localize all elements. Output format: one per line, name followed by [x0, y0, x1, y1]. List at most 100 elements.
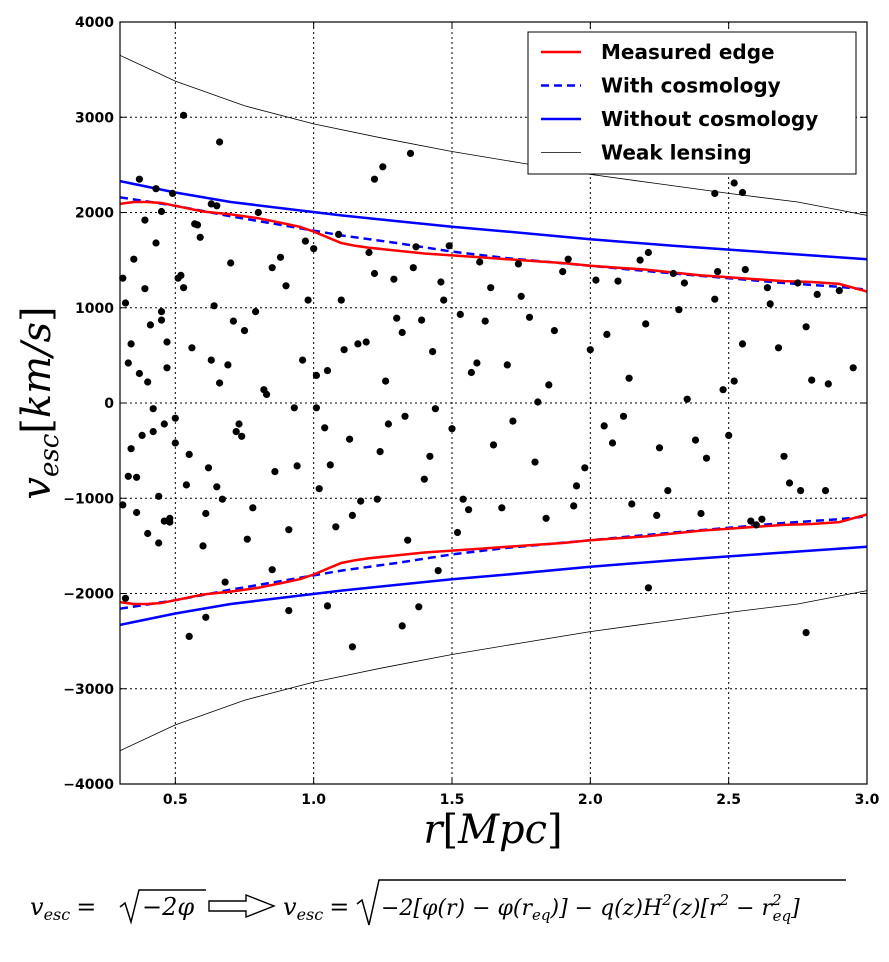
- legend-label-measured-edge: Measured edge: [601, 40, 775, 64]
- measured-edge-upper-line: [119, 200, 868, 293]
- data-point: [406, 149, 415, 157]
- data-point: [293, 462, 301, 470]
- sqrt-sign-left: [119, 889, 206, 925]
- data-point: [550, 327, 559, 335]
- data-point: [216, 379, 224, 387]
- data-point: [603, 330, 611, 338]
- data-point: [711, 295, 719, 303]
- data-point: [600, 422, 608, 430]
- data-point: [323, 602, 332, 610]
- data-point: [644, 584, 653, 592]
- data-point: [669, 269, 677, 278]
- data-point: [119, 274, 127, 282]
- data-point: [813, 290, 821, 298]
- data-point: [628, 500, 636, 508]
- data-point: [160, 517, 168, 525]
- without-cosmology-upper-line: [119, 179, 868, 261]
- data-point: [144, 529, 152, 538]
- x-tick-label: 2.0: [578, 792, 603, 808]
- data-point: [169, 189, 177, 197]
- data-point: [376, 448, 384, 456]
- data-point: [227, 259, 235, 267]
- data-point: [517, 292, 525, 300]
- data-point: [166, 514, 174, 522]
- data-point: [370, 269, 379, 278]
- data-point: [780, 452, 788, 460]
- data-point: [752, 521, 760, 529]
- with-cosmology-lower-line: [119, 515, 868, 610]
- data-point: [199, 542, 207, 550]
- data-point: [210, 302, 218, 310]
- data-point: [260, 386, 268, 394]
- data-point: [418, 316, 426, 324]
- data-point: [619, 412, 628, 420]
- data-point: [459, 495, 467, 503]
- data-point: [133, 473, 141, 481]
- y-tick-label: −2000: [63, 587, 114, 603]
- y-axis-ticks: 4000 3000 2000 1000 0 −1000 −2000 −3000 −4000: [63, 15, 867, 793]
- data-point: [398, 622, 406, 630]
- data-point: [196, 233, 204, 241]
- x-label-unit: Mpc: [457, 807, 547, 853]
- data-point: [440, 296, 448, 304]
- data-point: [124, 472, 132, 480]
- data-point: [337, 296, 345, 304]
- data-point: [824, 380, 832, 388]
- data-point: [714, 268, 722, 276]
- data-point: [127, 445, 135, 453]
- y-label-main: v: [14, 477, 60, 500]
- data-point: [304, 296, 312, 304]
- data-point: [155, 492, 163, 500]
- data-point: [357, 497, 365, 505]
- data-point: [835, 287, 843, 295]
- data-point: [326, 461, 334, 469]
- data-point: [202, 509, 210, 518]
- data-point: [758, 515, 766, 523]
- y-axis-label: vesc[km/s]: [14, 306, 65, 499]
- data-point: [204, 464, 213, 472]
- data-point: [644, 248, 653, 257]
- data-point: [531, 458, 539, 466]
- data-point: [542, 514, 550, 522]
- data-point: [379, 163, 387, 171]
- x-tick-label: 1.5: [440, 792, 465, 808]
- x-label-main: r: [423, 807, 445, 853]
- data-point: [141, 216, 149, 224]
- data-point: [664, 487, 672, 495]
- data-point: [625, 374, 633, 382]
- scatter-points: [119, 111, 857, 651]
- data-point: [725, 431, 733, 439]
- legend-label-with-cosmology: With cosmology: [601, 74, 781, 98]
- data-point: [213, 483, 221, 491]
- data-point: [808, 376, 816, 384]
- data-point: [216, 138, 224, 146]
- data-point: [155, 539, 163, 547]
- data-point: [680, 279, 689, 287]
- data-point: [570, 502, 578, 510]
- weak-lensing-lower-line: [119, 590, 868, 752]
- x-axis-ticks: 0.5 1.0 1.5 2.0 2.5 3.0: [163, 22, 880, 808]
- data-point: [312, 371, 320, 379]
- data-point: [592, 276, 600, 284]
- data-point: [224, 361, 232, 369]
- sqrt-sign-right: [356, 879, 846, 926]
- data-point: [794, 279, 802, 287]
- data-point: [346, 435, 354, 443]
- data-point: [545, 381, 553, 389]
- x-tick-label: 3.0: [855, 792, 880, 808]
- data-point: [188, 344, 196, 352]
- series-curves: [119, 54, 868, 752]
- data-point: [202, 613, 210, 621]
- data-point: [393, 314, 401, 322]
- data-point: [503, 361, 511, 369]
- data-point: [802, 323, 810, 331]
- data-point: [310, 245, 318, 253]
- x-axis-label: r[Mpc]: [423, 807, 562, 853]
- data-point: [180, 284, 188, 292]
- data-point: [448, 425, 456, 433]
- data-point: [420, 475, 428, 483]
- data-point: [581, 464, 589, 472]
- data-point: [174, 274, 182, 282]
- data-point: [207, 356, 215, 364]
